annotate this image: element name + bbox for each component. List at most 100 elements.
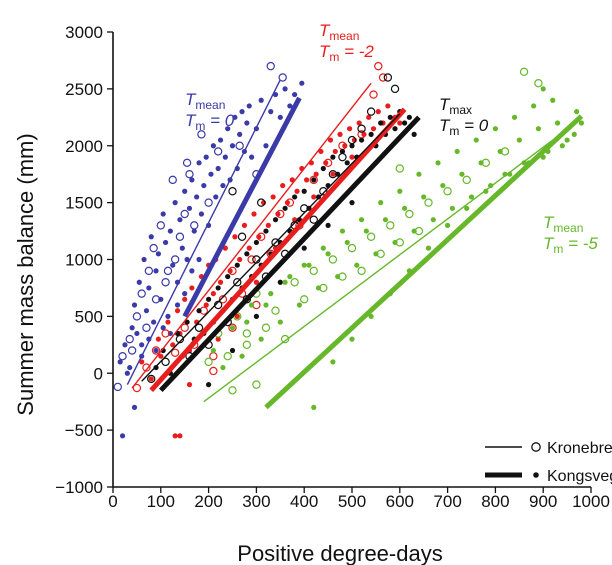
- annotation-line-1: Tmax: [439, 95, 472, 117]
- point-kongsvegen-blue: [117, 359, 123, 365]
- x-tick-label: 800: [481, 492, 509, 511]
- point-kongsvegen-red: [217, 279, 224, 285]
- point-kongsvegen-blue: [179, 245, 185, 251]
- fit-line-kronebreen-black: [141, 113, 401, 382]
- point-kronebreen-blue: [182, 158, 192, 168]
- point-kongsvegen-red: [203, 302, 209, 308]
- point-kongsvegen-red: [189, 285, 195, 291]
- point-kongsvegen-green: [339, 228, 346, 234]
- point-kronebreen-red: [228, 323, 237, 332]
- point-kronebreen-blue: [213, 147, 223, 156]
- point-kongsvegen-black: [358, 137, 365, 143]
- x-tick-label: 200: [194, 492, 222, 511]
- point-kongsvegen-blue: [222, 154, 228, 160]
- point-kongsvegen-red: [313, 171, 319, 177]
- point-kronebreen-red: [132, 383, 142, 393]
- point-kronebreen-red: [151, 346, 161, 355]
- y-tick-label: 2000: [65, 137, 103, 156]
- point-kongsvegen-green: [421, 194, 427, 200]
- point-kongsvegen-black: [301, 245, 307, 251]
- x-tick-label: 300: [242, 492, 270, 511]
- point-kongsvegen-red: [210, 291, 216, 297]
- point-kongsvegen-blue: [177, 217, 183, 223]
- point-kongsvegen-blue: [170, 262, 176, 268]
- legend-label: Kongsvegen: [547, 468, 612, 485]
- point-kongsvegen-blue: [146, 285, 152, 291]
- x-tick-label: 100: [147, 492, 175, 511]
- point-kongsvegen-green: [521, 160, 527, 166]
- point-kongsvegen-black: [406, 114, 412, 120]
- y-tick-label: 2500: [65, 80, 103, 99]
- y-tick-label: 3000: [65, 23, 103, 42]
- point-kongsvegen-black: [411, 131, 417, 137]
- point-kongsvegen-green: [239, 353, 245, 359]
- point-kongsvegen-green: [210, 347, 216, 354]
- point-kongsvegen-blue: [246, 103, 252, 109]
- annotation-line-1: Tmean: [543, 213, 583, 235]
- point-kongsvegen-green: [574, 109, 580, 115]
- legend: Kronebreen Kongsvegen: [485, 440, 612, 485]
- point-kongsvegen-black: [272, 217, 279, 223]
- point-kongsvegen-blue: [160, 211, 166, 217]
- point-kronebreen-blue: [180, 209, 189, 219]
- point-kongsvegen-black: [301, 188, 307, 194]
- point-kongsvegen-red: [139, 359, 145, 365]
- point-kongsvegen-blue: [232, 114, 238, 120]
- point-kongsvegen-green: [344, 239, 350, 246]
- point-kongsvegen-red: [241, 222, 248, 228]
- point-kongsvegen-red: [347, 126, 353, 132]
- fit-line-kongsvegen-blue: [182, 96, 302, 318]
- point-kongsvegen-black: [244, 251, 250, 257]
- point-kongsvegen-blue: [225, 126, 231, 132]
- point-kronebreen-green: [357, 266, 366, 276]
- point-kongsvegen-red: [170, 342, 176, 348]
- point-kongsvegen-black: [368, 131, 374, 137]
- point-kronebreen-green: [405, 209, 414, 219]
- fit-lines-red: [131, 82, 407, 392]
- fit-lines-green: [203, 114, 584, 410]
- point-kongsvegen-blue: [182, 291, 188, 297]
- point-kongsvegen-black: [378, 120, 384, 126]
- point-kronebreen-green: [424, 198, 433, 207]
- point-kronebreen-black: [237, 232, 247, 241]
- point-kongsvegen-blue: [148, 234, 154, 240]
- x-tick-label: 500: [338, 492, 366, 511]
- point-kongsvegen-black: [277, 279, 283, 285]
- y-tick-label: 500: [75, 307, 103, 326]
- point-kronebreen-red: [170, 348, 180, 357]
- point-kongsvegen-blue: [249, 154, 255, 160]
- point-kongsvegen-blue: [220, 182, 226, 189]
- point-kongsvegen-green: [301, 262, 307, 268]
- fit-line-kronebreen-red: [131, 82, 372, 389]
- point-kronebreen-green: [366, 232, 376, 241]
- point-kongsvegen-blue: [189, 177, 195, 183]
- point-kongsvegen-blue: [196, 160, 202, 166]
- point-kronebreen-green: [280, 334, 290, 344]
- point-kronebreen-green: [223, 351, 232, 361]
- point-kongsvegen-red: [332, 148, 338, 155]
- point-kronebreen-black: [328, 169, 338, 179]
- point-kongsvegen-green: [378, 200, 384, 206]
- point-kronebreen-red: [285, 198, 295, 207]
- point-kongsvegen-black: [215, 285, 221, 291]
- point-kongsvegen-blue: [229, 143, 236, 149]
- point-kongsvegen-green: [550, 97, 556, 103]
- axes: 0 100 200 300 400 500 600 700 800 900 1000 −1000 −50…: [55, 23, 610, 511]
- point-kongsvegen-blue: [194, 194, 200, 200]
- point-kongsvegen-green: [244, 319, 250, 325]
- point-kongsvegen-red: [158, 353, 164, 359]
- point-kongsvegen-red: [237, 256, 243, 263]
- point-kongsvegen-blue: [210, 143, 216, 149]
- point-kronebreen-blue: [151, 295, 161, 304]
- point-kronebreen-green: [519, 67, 529, 77]
- point-kongsvegen-blue: [244, 120, 250, 126]
- point-kronebreen-black: [309, 215, 318, 224]
- point-kongsvegen-green: [229, 325, 236, 331]
- point-kronebreen-red: [218, 295, 228, 304]
- y-tick-label: 0: [94, 364, 103, 383]
- point-kronebreen-black: [233, 278, 242, 287]
- point-kronebreen-red: [309, 175, 318, 185]
